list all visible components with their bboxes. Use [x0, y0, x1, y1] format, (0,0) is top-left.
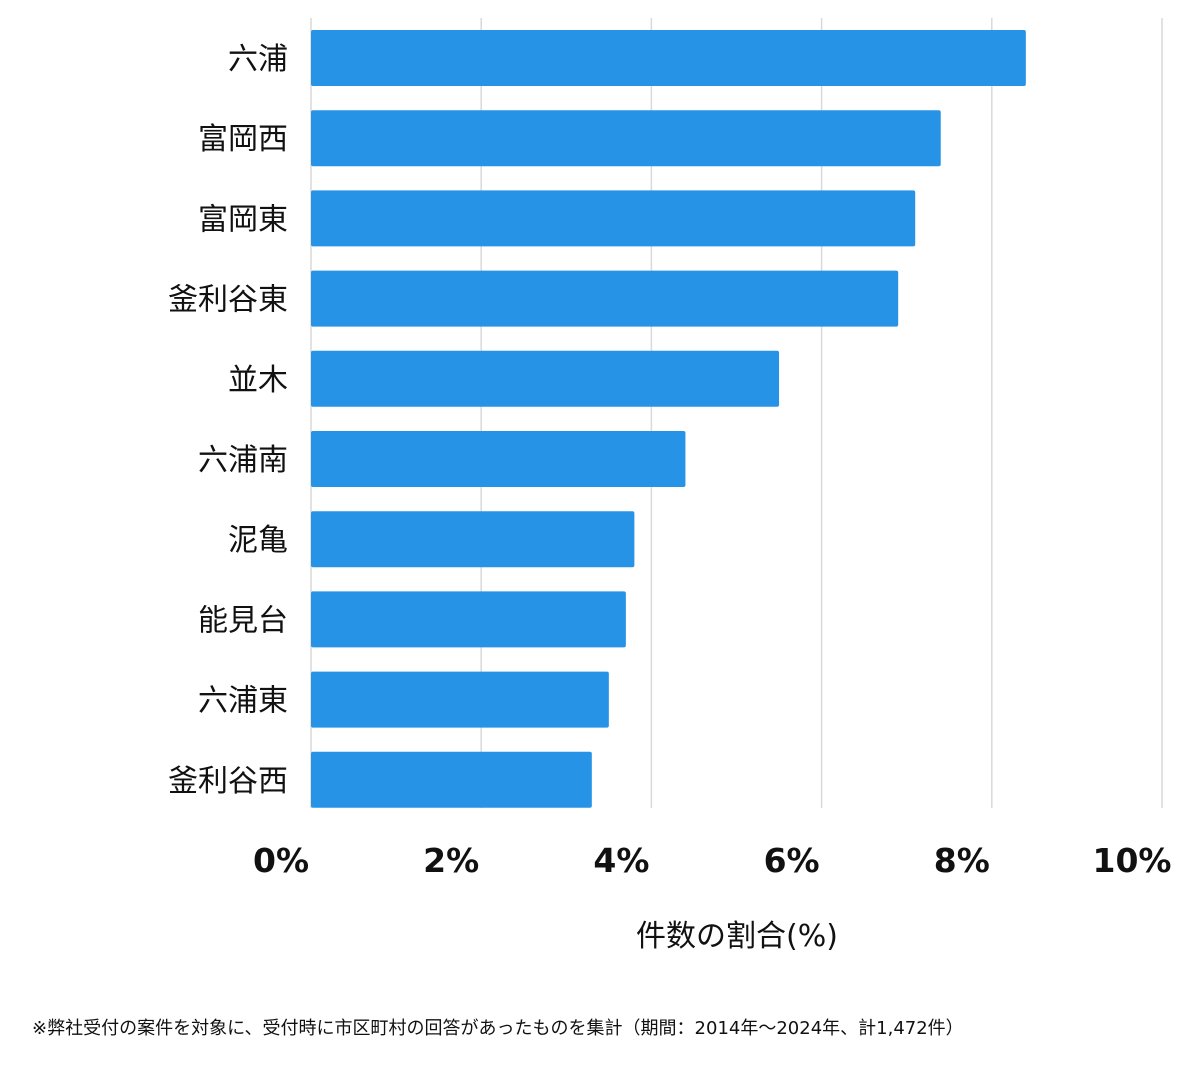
category-label: 釜利谷西: [168, 764, 288, 799]
category-label: 富岡東: [198, 202, 288, 237]
bar: [311, 511, 635, 568]
category-label: 六浦東: [198, 684, 288, 719]
bar: [311, 110, 941, 167]
bar: [311, 270, 899, 327]
category-label: 六浦: [228, 42, 288, 77]
bar: [311, 431, 686, 487]
bar: [311, 190, 916, 247]
category-label: 釜利谷東: [168, 283, 288, 318]
x-tick-label: 10%: [1093, 841, 1172, 880]
category-label: 富岡西: [198, 122, 288, 157]
bars: [311, 30, 1026, 808]
bar: [311, 30, 1026, 86]
bar: [311, 350, 780, 407]
x-tick-label: 2%: [423, 841, 479, 880]
category-label: 並木: [228, 363, 288, 398]
x-tick-label: 8%: [934, 841, 990, 880]
x-tick-label: 6%: [764, 841, 820, 880]
footnote: ※弊社受付の案件を対象に、受付時に市区町村の回答があったものを集計（期間：201…: [32, 1018, 964, 1039]
x-axis-title: 件数の割合(%): [636, 919, 838, 954]
category-label: 六浦南: [198, 443, 288, 478]
bar: [311, 751, 592, 808]
x-tick-labels: 0% 2% 4% 6% 8% 10%: [253, 841, 1172, 880]
category-label: 泥亀: [228, 523, 288, 558]
bar: [311, 591, 626, 648]
category-label: 能見台: [198, 603, 288, 638]
bar: [311, 671, 609, 728]
x-tick-label: 0%: [253, 841, 309, 880]
x-tick-label: 4%: [593, 841, 649, 880]
